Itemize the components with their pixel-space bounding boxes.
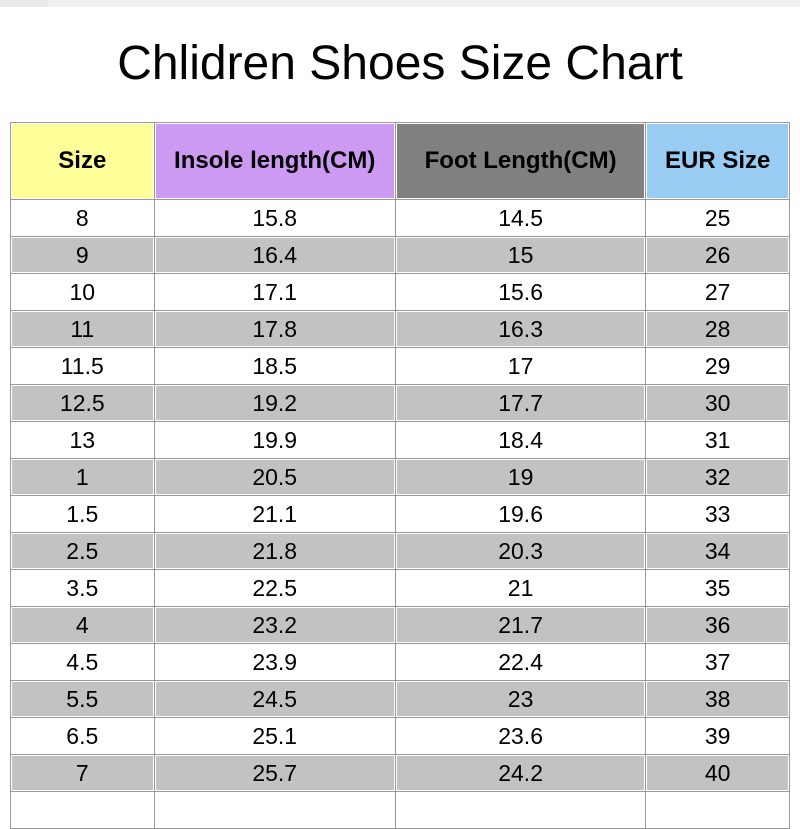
table-cell: 17: [395, 348, 646, 385]
table-cell: 25.1: [154, 718, 395, 755]
table-cell: 14.5: [395, 200, 646, 237]
table-cell: [395, 792, 646, 829]
table-cell: 1: [11, 459, 154, 496]
header-row: Size Insole length(CM) Foot Length(CM) E…: [11, 123, 789, 200]
table-cell: 23: [395, 681, 646, 718]
table-row: 1 20.5 19 32: [11, 459, 789, 496]
table-cell: 22.4: [395, 644, 646, 681]
column-header-insole-length: Insole length(CM): [154, 123, 395, 200]
table-cell: 5.5: [11, 681, 154, 718]
table-row: 9 16.4 15 26: [11, 237, 789, 274]
table-cell: 15.6: [395, 274, 646, 311]
top-bar-left-segment: [0, 0, 48, 7]
table-row: 10 17.1 15.6 27: [11, 274, 789, 311]
table-cell: 20.3: [395, 533, 646, 570]
table-cell: 39: [646, 718, 789, 755]
table-cell: 21.8: [154, 533, 395, 570]
size-chart-header: Size Insole length(CM) Foot Length(CM) E…: [11, 123, 789, 200]
table-cell: 10: [11, 274, 154, 311]
table-cell: 17.7: [395, 385, 646, 422]
column-header-eur-size: EUR Size: [646, 123, 789, 200]
table-row: 12.5 19.2 17.7 30: [11, 385, 789, 422]
table-cell: 32: [646, 459, 789, 496]
table-cell: 8: [11, 200, 154, 237]
table-cell: 19.6: [395, 496, 646, 533]
table-cell: 29: [646, 348, 789, 385]
table-cell: 22.5: [154, 570, 395, 607]
table-cell: 21: [395, 570, 646, 607]
table-row: 6.5 25.1 23.6 39: [11, 718, 789, 755]
table-row: [11, 792, 789, 829]
table-cell: 3.5: [11, 570, 154, 607]
column-header-foot-length: Foot Length(CM): [395, 123, 646, 200]
table-cell: 15: [395, 237, 646, 274]
table-cell: 38: [646, 681, 789, 718]
table-cell: 23.9: [154, 644, 395, 681]
table-row: 11 17.8 16.3 28: [11, 311, 789, 348]
table-row: 2.5 21.8 20.3 34: [11, 533, 789, 570]
table-cell: 9: [11, 237, 154, 274]
table-row: 3.5 22.5 21 35: [11, 570, 789, 607]
table-cell: 36: [646, 607, 789, 644]
table-cell: 17.1: [154, 274, 395, 311]
table-cell: 11: [11, 311, 154, 348]
table-cell: 4.5: [11, 644, 154, 681]
table-cell: 19.9: [154, 422, 395, 459]
table-cell: 4: [11, 607, 154, 644]
column-header-size: Size: [11, 123, 154, 200]
table-row: 1.5 21.1 19.6 33: [11, 496, 789, 533]
table-cell: 34: [646, 533, 789, 570]
table-cell: 24.2: [395, 755, 646, 792]
table-cell: 30: [646, 385, 789, 422]
table-cell: 37: [646, 644, 789, 681]
table-cell: 15.8: [154, 200, 395, 237]
table-cell: 11.5: [11, 348, 154, 385]
table-cell: 13: [11, 422, 154, 459]
table-cell: 31: [646, 422, 789, 459]
table-cell: 28: [646, 311, 789, 348]
table-cell: [646, 792, 789, 829]
table-cell: 25.7: [154, 755, 395, 792]
table-cell: 23.2: [154, 607, 395, 644]
table-cell: 23.6: [395, 718, 646, 755]
top-bar: [0, 0, 800, 7]
table-cell: 6.5: [11, 718, 154, 755]
table-cell: 27: [646, 274, 789, 311]
table-row: 13 19.9 18.4 31: [11, 422, 789, 459]
table-cell: 7: [11, 755, 154, 792]
table-row: 4.5 23.9 22.4 37: [11, 644, 789, 681]
table-row: 4 23.2 21.7 36: [11, 607, 789, 644]
table-cell: 21.1: [154, 496, 395, 533]
table-cell: 16.3: [395, 311, 646, 348]
table-cell: 18.5: [154, 348, 395, 385]
table-cell: 1.5: [11, 496, 154, 533]
table-cell: 33: [646, 496, 789, 533]
table-row: 5.5 24.5 23 38: [11, 681, 789, 718]
table-cell: [11, 792, 154, 829]
table-cell: 2.5: [11, 533, 154, 570]
table-cell: 40: [646, 755, 789, 792]
table-row: 8 15.8 14.5 25: [11, 200, 789, 237]
size-chart-table: Size Insole length(CM) Foot Length(CM) E…: [10, 122, 790, 829]
table-cell: 19.2: [154, 385, 395, 422]
table-row: 11.5 18.5 17 29: [11, 348, 789, 385]
table-cell: [154, 792, 395, 829]
table-cell: 25: [646, 200, 789, 237]
table-row: 7 25.7 24.2 40: [11, 755, 789, 792]
table-cell: 26: [646, 237, 789, 274]
table-cell: 35: [646, 570, 789, 607]
table-cell: 12.5: [11, 385, 154, 422]
page-title: Chlidren Shoes Size Chart: [117, 37, 683, 90]
table-cell: 20.5: [154, 459, 395, 496]
table-cell: 18.4: [395, 422, 646, 459]
size-chart-body: 8 15.8 14.5 25 9 16.4 15 26 10 17.1 15.6 27 11 17.8 16…: [11, 200, 789, 829]
table-cell: 16.4: [154, 237, 395, 274]
table-cell: 24.5: [154, 681, 395, 718]
table-cell: 17.8: [154, 311, 395, 348]
table-cell: 19: [395, 459, 646, 496]
table-cell: 21.7: [395, 607, 646, 644]
